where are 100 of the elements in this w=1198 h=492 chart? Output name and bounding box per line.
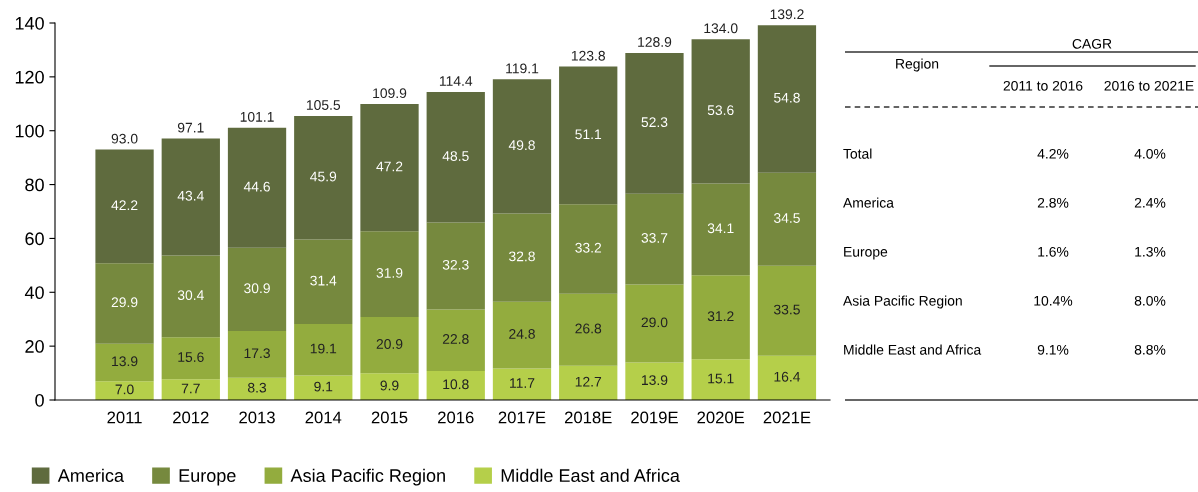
bar [360,104,419,232]
data-label: 29.0 [641,317,668,328]
total-label: 134.0 [704,23,738,34]
data-label: 33.2 [575,242,602,253]
bar [559,293,618,366]
data-label: 19.1 [310,343,337,354]
x-tick-label: 2012 [173,411,209,424]
total-label: 119.1 [506,63,539,74]
data-label: 34.5 [773,213,800,223]
y-tick-label: 140 [15,16,44,30]
data-label: 42.2 [111,200,138,210]
bar [426,370,485,400]
bar [294,239,353,325]
y-tick-label: 60 [25,232,44,246]
legend-label: Asia Pacific Region [290,468,445,486]
data-label: 26.8 [575,323,602,334]
data-label: 45.9 [310,171,337,182]
total-label: 123.8 [571,50,605,61]
text: Europe [844,247,888,260]
legend-label: Middle East and Africa [501,468,680,482]
data-label: 31.9 [376,268,403,278]
y-tick-label: 0 [35,393,44,407]
bar [691,39,750,184]
bar [691,359,750,400]
bar [95,343,154,382]
data-label: 32.8 [509,251,535,262]
data-label: 15.1 [708,373,734,384]
total-label: 105.5 [306,100,341,110]
text: Total [843,148,872,159]
total-label: 93.0 [111,133,138,144]
bar [161,138,220,256]
bar [294,375,353,400]
bar [161,337,220,380]
data-label: 33.7 [641,233,668,243]
bar [757,172,817,266]
data-label: 29.9 [111,297,138,308]
data-label: 52.3 [641,117,668,128]
bar [426,309,485,371]
bar [757,265,817,356]
data-label: 17.3 [244,348,270,359]
text: 10.4% [1034,295,1073,306]
bar [492,213,552,302]
text: 9.1% [1037,344,1069,355]
total-label: 109.9 [373,88,407,99]
total-label: 128.9 [638,37,672,47]
text: America [843,197,894,208]
text: 2016 to 2021E [1104,80,1194,91]
bar [691,183,750,276]
data-label: 16.4 [774,371,801,382]
y-tick-label: 120 [15,70,44,84]
data-label: 30.9 [244,283,270,294]
data-label: 48.5 [442,151,469,161]
legend-label: Europe [179,469,236,486]
bar [161,255,220,338]
bar [426,222,485,310]
text: Middle East and Africa [844,344,982,355]
text: 4.2% [1037,148,1069,159]
bar [227,331,287,378]
bar [227,247,287,332]
x-tick-label: 2011 [107,411,142,424]
text: Region [896,58,939,72]
data-label: 7.7 [181,383,200,394]
text: 1.6% [1038,246,1069,257]
data-label: 12.7 [575,376,602,387]
x-tick-label: 2016 [438,411,474,424]
bar [360,317,419,374]
bar [360,231,419,318]
bar [625,193,684,285]
bar [161,379,220,400]
data-label: 9.1 [314,381,333,392]
data-label: 33.5 [773,304,800,315]
bar [625,362,684,400]
total-label: 114.4 [439,76,473,86]
data-label: 31.2 [707,311,734,322]
data-label: 30.4 [177,290,204,301]
data-label: 22.8 [442,334,469,344]
bar [691,275,750,360]
text: 8.8% [1134,344,1166,355]
bar [294,115,353,240]
bar [95,149,154,264]
bar [492,368,552,400]
y-tick-label: 20 [25,340,44,353]
total-label: 97.1 [177,122,204,133]
data-label: 51.1 [575,129,602,140]
bar [426,91,485,223]
x-tick-label: 2018E [564,411,612,424]
text: CAGR [1072,38,1112,49]
data-label: 10.8 [443,379,469,390]
text: 2011 to 2016 [1003,80,1083,91]
bar [559,66,618,205]
data-label: 53.6 [707,105,734,116]
y-tick-label: 100 [15,124,44,138]
data-label: 7.0 [115,384,134,395]
y-tick-label: 80 [25,178,44,192]
x-tick-label: 2013 [239,411,275,424]
data-label: 9.9 [380,380,399,391]
data-label: 54.8 [773,92,800,103]
x-tick-label: 2019E [631,411,678,424]
x-tick-label: 2020E [697,411,745,424]
text: 2.8% [1037,197,1069,208]
